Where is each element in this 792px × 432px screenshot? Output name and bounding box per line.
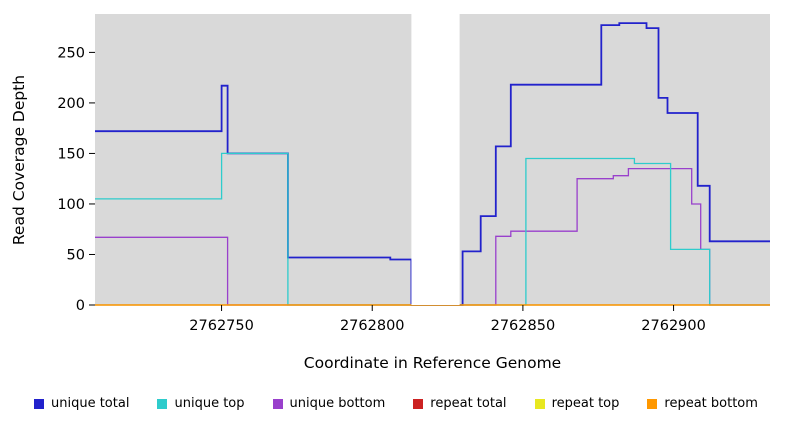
legend-swatch [157,398,168,409]
x-tick-label: 2762800 [340,318,405,334]
x-tick-label: 2762900 [641,318,706,334]
legend-item-unique-bottom: unique bottom [272,396,386,411]
y-tick-label: 0 [76,298,85,314]
legend: unique total unique top unique bottom repea… [0,396,792,411]
legend-item-repeat-bottom: repeat bottom [647,396,758,411]
legend-swatch [534,398,545,409]
legend-swatch [272,398,283,409]
x-tick-label: 2762850 [491,318,556,334]
plot-area: 2762750 2762800 2762850 2762900 0 50 100 150 200… [57,14,770,334]
legend-label: repeat bottom [664,396,758,411]
y-tick-label: 50 [67,247,85,263]
legend-label: repeat total [430,396,507,411]
series-line-unique-top [95,152,770,306]
legend-item-unique-top: unique top [157,396,245,411]
legend-item-unique-total: unique total [34,396,129,411]
x-axis-title: Coordinate in Reference Genome [303,354,562,372]
x-tick-label: 2762750 [189,318,254,334]
y-axis-title: Read Coverage Depth [10,75,28,245]
no-data-gap [411,14,460,305]
legend-swatch [34,398,44,409]
y-tick-label: 100 [57,197,85,213]
coverage-chart: 2762750 2762800 2762850 2762900 0 50 100 150 200… [10,14,770,334]
y-tick-label: 250 [57,45,85,61]
legend-swatch [413,398,424,409]
legend-label: unique total [51,396,130,411]
legend-swatch [647,398,658,409]
legend-label: unique top [174,396,245,411]
legend-item-repeat-total: repeat total [413,396,507,411]
series-line-unique-bottom [95,167,770,306]
legend-item-repeat-top: repeat top [534,396,620,411]
y-tick-label: 200 [57,96,85,112]
legend-label: repeat top [551,396,620,411]
y-tick-label: 150 [57,146,85,162]
legend-label: unique bottom [289,396,386,411]
